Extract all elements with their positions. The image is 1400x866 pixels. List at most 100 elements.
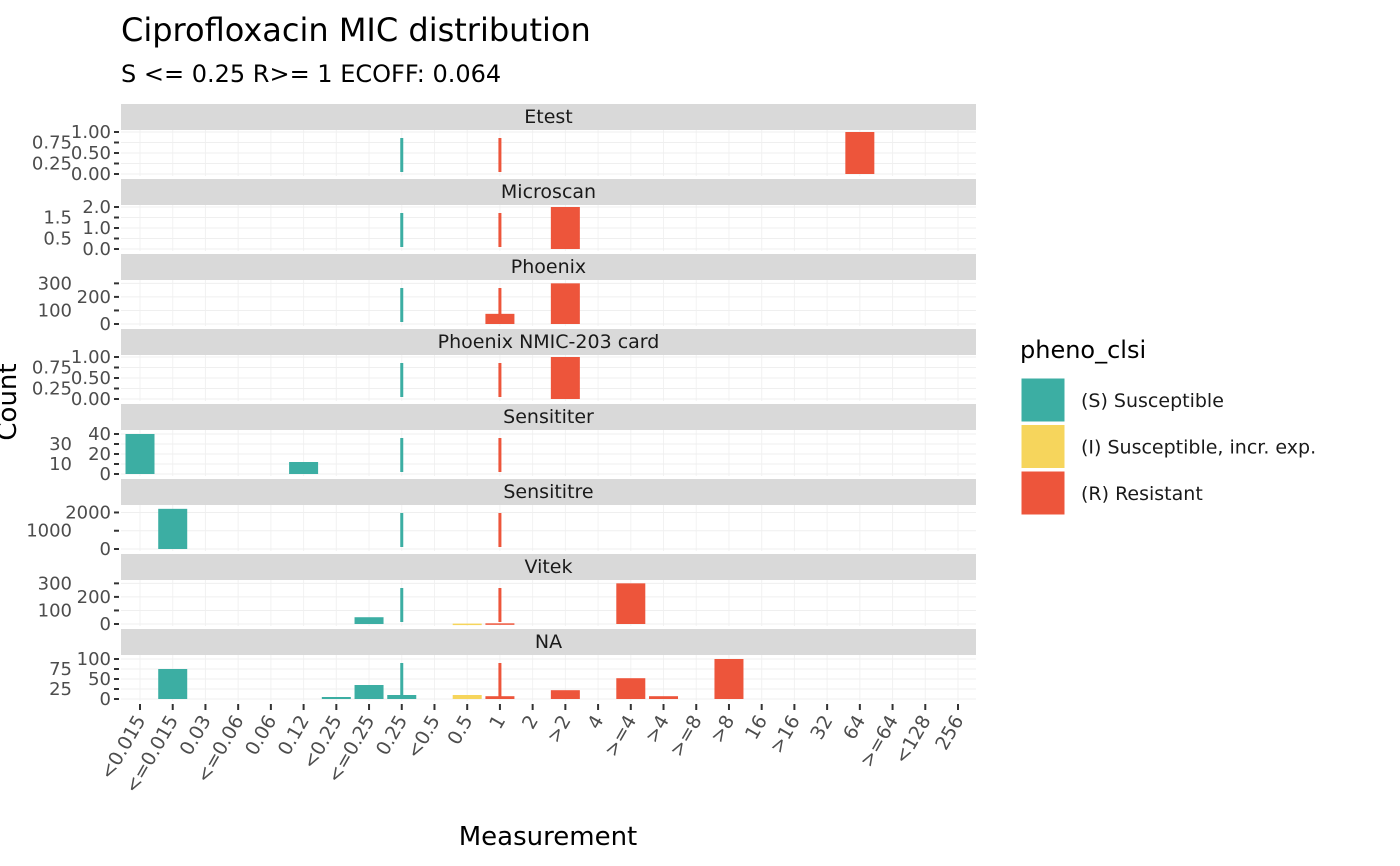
x-tick-label: 4 [583,712,608,733]
facet-label: Sensititre [503,481,593,503]
x-tick-label: 1 [485,712,510,733]
y-tick-label: 200 [77,587,111,608]
facet-strip [121,554,976,580]
y-tick-label: 1.0 [82,218,111,239]
bar-na-9 [714,659,744,699]
bar-microscan-0 [550,207,580,249]
chart-subtitle: S <= 0.25 R>= 1 ECOFF: 0.064 [121,60,501,88]
y-tick-label: 1000 [26,521,72,542]
bar-na-7 [616,678,646,699]
y-tick-label: 2.0 [82,197,111,218]
bar-na-2 [354,685,384,699]
y-tick-label: 0 [100,464,111,485]
y-tick-label: 0.0 [82,239,111,260]
facet-label: Microscan [501,181,596,203]
y-tick-label: 100 [38,300,72,321]
x-tick-label: <0.5 [403,712,445,763]
y-tick-label: 25 [49,679,72,700]
y-tick-label: 100 [38,600,72,621]
y-tick-label: 0 [100,689,111,710]
legend-swatch [1020,377,1066,423]
y-tick-label: 0 [100,614,111,635]
x-tick-label: >8 [706,712,739,747]
bar-na-0 [158,669,188,699]
y-tick-label: 10 [49,454,72,475]
y-axis-label: Count [0,363,23,440]
x-tick-label: 16 [741,712,772,744]
y-tick-label: 50 [88,669,111,690]
legend-swatch [1020,424,1066,469]
facet-label: Phoenix NMIC-203 card [438,331,660,353]
y-tick-label: 300 [38,273,72,294]
facet-label: Etest [524,106,573,128]
y-tick-label: 75 [49,659,72,680]
y-tick-label: 100 [77,649,111,670]
legend-label: (R) Resistant [1081,483,1203,505]
bar-na-8 [649,696,679,699]
legend-swatch [1020,470,1066,516]
facet-label: Sensititer [503,406,594,428]
y-tick-label: 0 [100,314,111,335]
bar-sensititer-1 [289,462,319,474]
bar-sensititer-0 [125,434,155,474]
bar-na-5 [485,696,515,699]
bar-vitek-0 [354,617,384,624]
y-tick-label: 0.00 [71,389,111,410]
x-tick-label: 0.06 [241,712,281,760]
x-tick-label: >16 [766,712,805,758]
bar-na-4 [452,695,482,699]
x-tick-label: >2 [543,712,576,747]
facet-strip [121,404,976,430]
bar-vitek-1 [452,623,482,626]
facet-strip [121,329,976,355]
facet-strip [121,629,976,655]
y-tick-label: 0.50 [71,143,111,164]
facet-label: Vitek [524,556,572,578]
y-tick-label: 0.75 [32,358,72,379]
legend-title: pheno_clsi [1020,336,1146,364]
bar-na-1 [321,697,351,699]
y-tick-label: 2000 [65,502,111,523]
y-tick-label: 0 [100,539,111,560]
y-tick-label: 20 [88,444,111,465]
facet-label: NA [535,631,562,653]
y-tick-label: 30 [49,434,72,455]
y-tick-label: 0.25 [32,154,72,175]
y-tick-label: 0.50 [71,368,111,389]
x-tick-label: 64 [839,712,870,744]
x-tick-label: >=8 [666,712,707,761]
bar-etest-0 [845,132,875,174]
x-tick-label: 0.5 [443,712,477,749]
facet-strip [121,104,976,130]
facet-label: Phoenix [511,256,586,278]
bar-phoenix-1 [550,283,580,324]
bar-na-6 [550,690,580,699]
x-tick-label: >=4 [600,712,641,761]
x-tick-label: >4 [641,712,674,747]
y-tick-label: 0.00 [71,164,111,185]
y-tick-label: 0.75 [32,133,72,154]
y-tick-label: 1.5 [43,208,72,229]
y-tick-label: 1.00 [71,347,111,368]
bar-phoenix-nmic-203-card-0 [550,357,580,399]
x-axis-label: Measurement [459,822,638,852]
bar-vitek-3 [616,583,646,624]
facet-strip [121,254,976,280]
y-tick-label: 40 [88,424,111,445]
x-tick-label: 256 [931,712,968,754]
facet-strip [121,479,976,505]
bar-vitek-2 [485,623,515,625]
bar-sensititre-0 [158,508,188,549]
y-tick-label: 300 [38,573,72,594]
y-tick-label: 200 [77,287,111,308]
y-tick-label: 0.5 [43,229,72,250]
legend-label: (I) Susceptible, incr. exp. [1081,437,1316,459]
x-tick-label: 32 [806,712,837,744]
x-tick-label: 2 [518,712,543,733]
chart-title: Ciprofloxacin MIC distribution [121,11,591,49]
y-tick-label: 1.00 [71,122,111,143]
y-tick-label: 0.25 [32,379,72,400]
facet-strip [121,179,976,205]
